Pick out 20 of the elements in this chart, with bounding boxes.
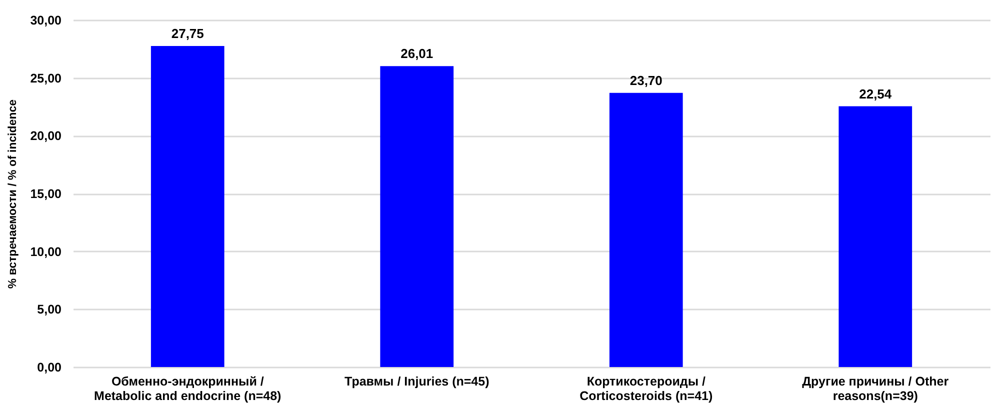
y-tick-label: 0,00: [37, 360, 62, 374]
x-tick-label: Другие причины / Other reasons(n=39): [802, 374, 949, 403]
bar: [609, 92, 683, 367]
y-tick-label: 10,00: [30, 244, 62, 259]
y-tick-label: 15,00: [30, 187, 62, 201]
bar: [150, 46, 224, 367]
data-label: 27,75: [171, 26, 204, 42]
y-tick-label: 30,00: [30, 14, 62, 28]
data-label: 26,01: [400, 46, 434, 62]
y-axis-title: % встречаемости / % of incidence: [7, 99, 20, 289]
bar: [838, 106, 912, 367]
y-tick-label: 25,00: [30, 71, 62, 86]
y-tick-label: 20,00: [30, 129, 62, 144]
x-tick-label: Обменно-эндокринный / Metabolic and endocrine (n=48): [94, 374, 282, 403]
bar: [380, 66, 454, 367]
y-tick-label: 5,00: [37, 302, 62, 317]
x-tick-label: Травмы / Injuries (n=45): [344, 374, 490, 388]
x-tick-label: Кортикостероиды / Corticosteroids (n=41): [580, 374, 713, 403]
data-label: 23,70: [630, 72, 662, 88]
data-label: 22,54: [859, 86, 892, 102]
